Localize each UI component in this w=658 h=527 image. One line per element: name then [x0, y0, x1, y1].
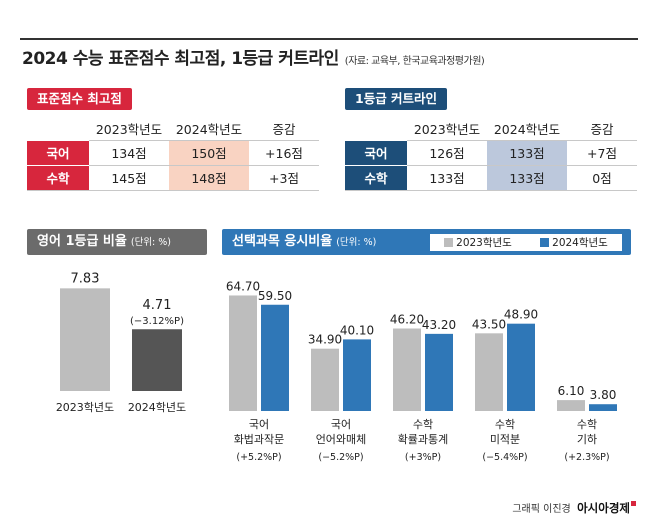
table-row: 국어 134점 150점 +16점 [27, 139, 319, 165]
highlight-value-cell: 133점 [487, 164, 567, 191]
legend-item-2023: 2023학년도 [444, 235, 512, 250]
brand-mark-icon [631, 501, 636, 506]
left-col-2023: 2023학년도 [95, 122, 163, 138]
english-category-label-0: 2023학년도 [56, 401, 114, 414]
elective-category-line1-2: 수학 [413, 418, 433, 431]
subject-cell: 국어 [345, 139, 407, 165]
elective-bar-0-0 [229, 295, 257, 411]
elective-value-label-0-1: 59.50 [258, 289, 292, 303]
left-col-empty [27, 118, 89, 140]
elective-change-label-1: (−5.2%P) [318, 452, 363, 463]
english-value-label-0: 7.83 [71, 271, 100, 286]
table-row: 국어 126점 133점 +7점 [345, 139, 637, 165]
elective-value-label-1-0: 34.90 [308, 333, 342, 347]
elective-bar-4-1 [589, 404, 617, 411]
page-title-text: 2024 수능 표준점수 최고점, 1등급 커트라인 [22, 49, 339, 69]
left-col-2024: 2024학년도 [175, 122, 243, 138]
credit-text: 그래픽 이진경 [512, 504, 571, 515]
page-title: 2024 수능 표준점수 최고점, 1등급 커트라인 (자료: 교육부, 한국교육… [22, 44, 485, 69]
value-cell: 134점 [89, 139, 169, 165]
credit: 그래픽 이진경 아시아경제 [512, 500, 636, 516]
change-cell: +3점 [249, 164, 319, 191]
english-bar-0 [60, 288, 110, 391]
elective-category-line2-4: 기하 [577, 432, 597, 446]
elective-change-label-4: (+2.3%P) [564, 452, 609, 463]
elective-category-line1-0: 국어 [249, 418, 269, 431]
elective-bar-3-0 [475, 333, 503, 411]
elective-bar-2-1 [425, 333, 453, 411]
table-row: 수학 145점 148점 +3점 [27, 164, 319, 191]
right-col-empty [345, 118, 407, 140]
highlight-value-cell: 133점 [487, 139, 567, 165]
brand-name: 아시아경제 [577, 501, 630, 515]
value-cell: 145점 [89, 164, 169, 191]
elective-bar-0-1 [261, 304, 289, 411]
source-note: (자료: 교육부, 한국교육과정평가원) [344, 56, 485, 67]
elective-bar-1-0 [311, 348, 339, 411]
legend-label-2023: 2023학년도 [456, 237, 512, 249]
right-col-2024: 2024학년도 [493, 122, 561, 138]
elective-value-label-3-1: 48.90 [504, 308, 538, 322]
elective-bar-2-0 [393, 328, 421, 411]
legend-item-2024: 2024학년도 [540, 235, 608, 250]
highlight-value-cell: 150점 [169, 139, 249, 165]
subject-cell: 수학 [27, 164, 89, 191]
subject-cell: 수학 [345, 164, 407, 191]
right-table-title: 1등급 커트라인 [345, 88, 448, 110]
elective-change-label-3: (−5.4%P) [482, 452, 527, 463]
elective-category-line1-4: 수학 [577, 418, 597, 431]
english-bar-chart: 7.83 2023학년도 4.71 (−3.12%P) 2024학년도 [56, 271, 186, 414]
elective-value-label-4-0: 6.10 [558, 384, 585, 398]
chart-legend: 2023학년도 2024학년도 [430, 234, 622, 251]
english-value-label-1: 4.71 [143, 298, 172, 313]
english-chart-header: 영어 1등급 비율 (단위: %) [27, 229, 207, 255]
elective-chart-title: 선택과목 응시비율 [232, 234, 333, 249]
left-table-header: 2023학년도 2024학년도 증감 [27, 118, 319, 140]
left-col-change: 증감 [272, 122, 296, 138]
elective-value-label-1-1: 40.10 [340, 323, 374, 337]
english-bar-1 [132, 329, 182, 391]
elective-bar-4-0 [557, 400, 585, 411]
elective-value-label-0-0: 64.70 [226, 279, 260, 293]
change-cell: 0점 [567, 164, 637, 191]
right-score-table: 2023학년도 2024학년도 증감 국어 126점 133점 +7점 수학 1… [345, 118, 637, 191]
right-col-2023: 2023학년도 [413, 122, 481, 138]
elective-category-line2-3: 미적분 [490, 433, 520, 446]
elective-change-label-2: (+3%P) [405, 452, 441, 463]
english-chart-title: 영어 1등급 비율 [37, 234, 127, 249]
subject-cell: 국어 [27, 139, 89, 165]
elective-change-label-0: (+5.2%P) [236, 452, 281, 463]
value-cell: 133점 [407, 164, 487, 191]
elective-value-label-3-0: 43.50 [472, 317, 506, 331]
elective-value-label-4-1: 3.80 [590, 388, 617, 402]
english-category-label-1: 2024학년도 [128, 401, 186, 414]
change-cell: +16점 [249, 139, 319, 165]
elective-category-line1-1: 국어 [331, 418, 351, 431]
english-chart-unit: (단위: %) [130, 237, 171, 248]
value-cell: 126점 [407, 139, 487, 165]
elective-bar-3-1 [507, 323, 535, 411]
english-change-label-1: (−3.12%P) [130, 316, 184, 327]
right-table-header: 2023학년도 2024학년도 증감 [345, 118, 637, 140]
top-rule [20, 38, 638, 40]
legend-label-2024: 2024학년도 [552, 237, 608, 249]
change-cell: +7점 [567, 139, 637, 165]
elective-category-line2-0: 화법과작문 [234, 433, 285, 446]
left-table-title: 표준점수 최고점 [27, 88, 132, 110]
table-row: 수학 133점 133점 0점 [345, 164, 637, 191]
elective-value-label-2-1: 43.20 [422, 318, 456, 332]
elective-category-line1-3: 수학 [495, 418, 515, 431]
highlight-value-cell: 148점 [169, 164, 249, 191]
legend-swatch-2023 [444, 238, 454, 247]
elective-bar-1-1 [343, 339, 371, 411]
elective-category-line2-2: 확률과통계 [398, 433, 449, 446]
elective-chart-unit: (단위: %) [336, 237, 377, 248]
elective-category-line2-1: 언어와매체 [316, 433, 367, 446]
legend-swatch-2024 [540, 238, 550, 247]
elective-value-label-2-0: 46.20 [390, 313, 424, 327]
left-score-table: 2023학년도 2024학년도 증감 국어 134점 150점 +16점 수학 … [27, 118, 319, 191]
right-col-change: 증감 [590, 122, 614, 138]
